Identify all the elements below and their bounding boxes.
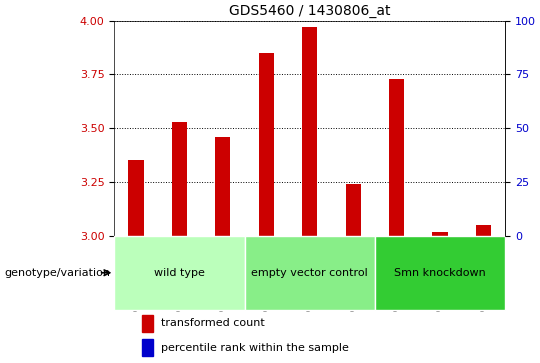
Bar — [346, 184, 361, 236]
Bar — [259, 53, 274, 236]
Bar — [433, 232, 448, 236]
Bar — [172, 122, 187, 236]
Text: Smn knockdown: Smn knockdown — [394, 268, 486, 278]
Text: genotype/variation: genotype/variation — [4, 268, 111, 278]
Bar — [141, 315, 153, 332]
Title: GDS5460 / 1430806_at: GDS5460 / 1430806_at — [229, 4, 390, 18]
Bar — [215, 137, 231, 236]
Bar — [476, 225, 491, 236]
FancyBboxPatch shape — [245, 236, 375, 310]
Bar — [129, 160, 144, 236]
Text: empty vector control: empty vector control — [251, 268, 368, 278]
FancyBboxPatch shape — [114, 236, 245, 310]
Text: wild type: wild type — [154, 268, 205, 278]
Text: transformed count: transformed count — [161, 318, 265, 329]
Text: percentile rank within the sample: percentile rank within the sample — [161, 343, 349, 353]
FancyBboxPatch shape — [375, 236, 505, 310]
Bar — [141, 339, 153, 356]
Bar — [389, 79, 404, 236]
Bar — [302, 27, 318, 236]
